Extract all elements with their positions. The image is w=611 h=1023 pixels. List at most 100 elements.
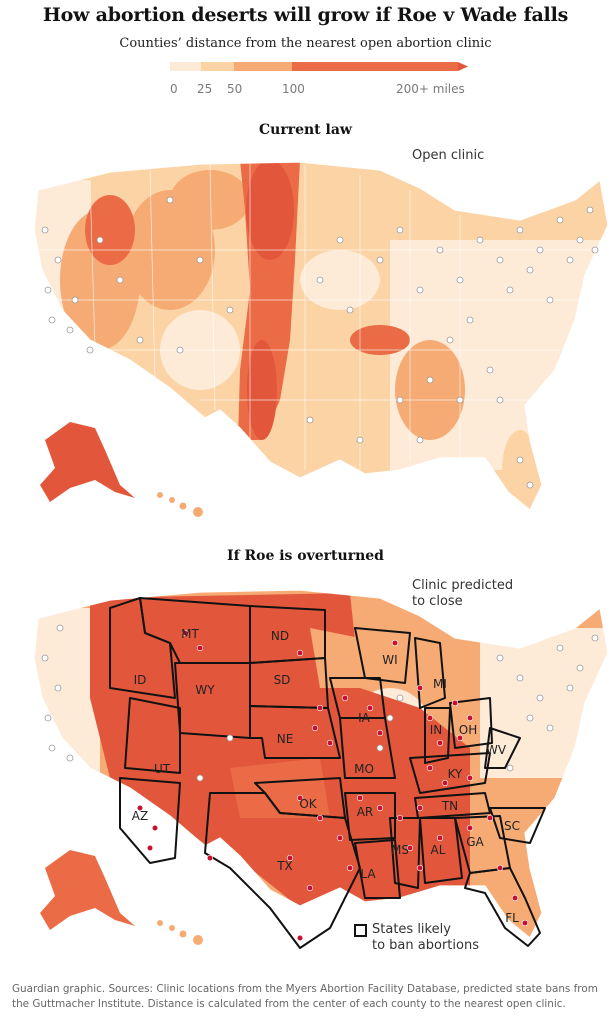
clinic-marker [496,654,504,662]
state-label: ID [134,673,147,687]
clinic-marker [556,644,564,652]
state-label: AL [431,843,446,857]
clinic-marker [496,864,504,872]
clinic-marker [196,774,204,782]
clinic-marker [296,794,304,802]
closing-clinic-annotation: Clinic predicted to close [412,578,513,610]
clinic-marker [316,276,324,284]
clinic-marker [576,236,584,244]
clinic-marker [566,256,574,264]
clinic-marker [48,316,56,324]
legend-swatch-2 [234,62,292,71]
clinic-marker [296,934,304,942]
clinic-marker [566,684,574,692]
clinic-marker [366,704,374,712]
legend-arrow-icon [458,62,468,71]
ban-state-key-label-line1: States likely [372,922,451,937]
state-label: MI [433,677,447,691]
legend-swatch-3 [292,62,458,71]
map-title-overturned: If Roe is overturned [227,548,384,564]
clinic-marker [511,894,519,902]
clinic-marker [526,714,534,722]
clinic-marker [86,346,94,354]
clinic-marker [406,844,414,852]
clinic-marker [516,456,524,464]
clinic-marker [496,256,504,264]
clinic-marker [41,226,49,234]
map-current-law [33,161,609,517]
clinic-marker [226,734,234,742]
clinic-marker [396,814,404,822]
clinic-marker [396,694,404,702]
ban-state-key-label: States likely to ban abortions [372,922,479,954]
clinic-marker [96,236,104,244]
clinic-marker [526,266,534,274]
state-label: ND [271,629,289,643]
state-label: UT [154,762,171,776]
map-roe-overturned: MT ND WI MI ID WY SD IA IN OH NE UT MO KY WV OK AZ AR TN SC… [33,589,609,949]
clinic-marker [446,336,454,344]
clinic-marker [71,296,79,304]
state-label: GA [466,835,484,849]
state-label: LA [360,867,376,881]
closing-clinic-annotation-line2: to close [412,594,463,609]
state-label: OK [299,797,317,811]
clinic-marker [486,814,494,822]
state-label: MT [181,627,199,641]
state-label: NE [277,732,294,746]
clinic-marker [316,814,324,822]
clinic-marker [136,804,144,812]
clinic-marker [396,226,404,234]
legend-tick: 100 [282,82,305,96]
clinic-marker [44,286,52,294]
clinic-marker [466,316,474,324]
clinic-marker [48,744,56,752]
state-label: AR [357,805,374,819]
legend-tick: 25 [197,82,213,96]
clinic-marker [591,634,599,642]
clinic-marker [136,336,144,344]
clinic-marker [176,346,184,354]
legend-tick: 0 [170,82,178,96]
clinic-marker [506,764,514,772]
clinic-marker [576,664,584,672]
clinic-marker [376,256,384,264]
open-clinic-annotation: Open clinic [412,148,485,163]
clinic-marker [326,739,334,747]
clinic-marker [196,644,204,652]
clinic-marker [356,436,364,444]
clinic-marker [496,396,504,404]
ban-state-key-icon [354,924,367,937]
clinic-marker [396,396,404,404]
clinic-marker [536,246,544,254]
clinic-marker [466,774,474,782]
clinic-marker [66,326,74,334]
clinic-marker [151,824,159,832]
clinic-marker [416,864,424,872]
clinic-marker [376,729,384,737]
clinic-marker [181,629,189,637]
state-label: WI [382,653,397,667]
clinic-marker [391,639,399,647]
state-label: FL [505,911,519,925]
state-label: MS [391,843,409,857]
state-label: WY [195,683,215,697]
state-label: WV [486,743,507,757]
state-label: OH [459,723,477,737]
clinic-marker [54,684,62,692]
clinic-marker [346,306,354,314]
clinic-marker [116,276,124,284]
clinic-marker [486,366,494,374]
legend-tick: 50 [227,82,243,96]
clinic-marker [426,714,434,722]
clinic-marker [586,206,594,214]
state-label: SC [504,819,520,833]
state-label: IA [358,711,371,725]
clinic-marker [436,739,444,747]
clinic-marker [306,416,314,424]
distance-legend: 0 25 50 100 200+ miles [170,62,470,102]
clinic-marker [466,714,474,722]
closing-clinic-annotation-line1: Clinic predicted [412,578,514,593]
clinic-marker [546,296,554,304]
clinic-marker [306,884,314,892]
